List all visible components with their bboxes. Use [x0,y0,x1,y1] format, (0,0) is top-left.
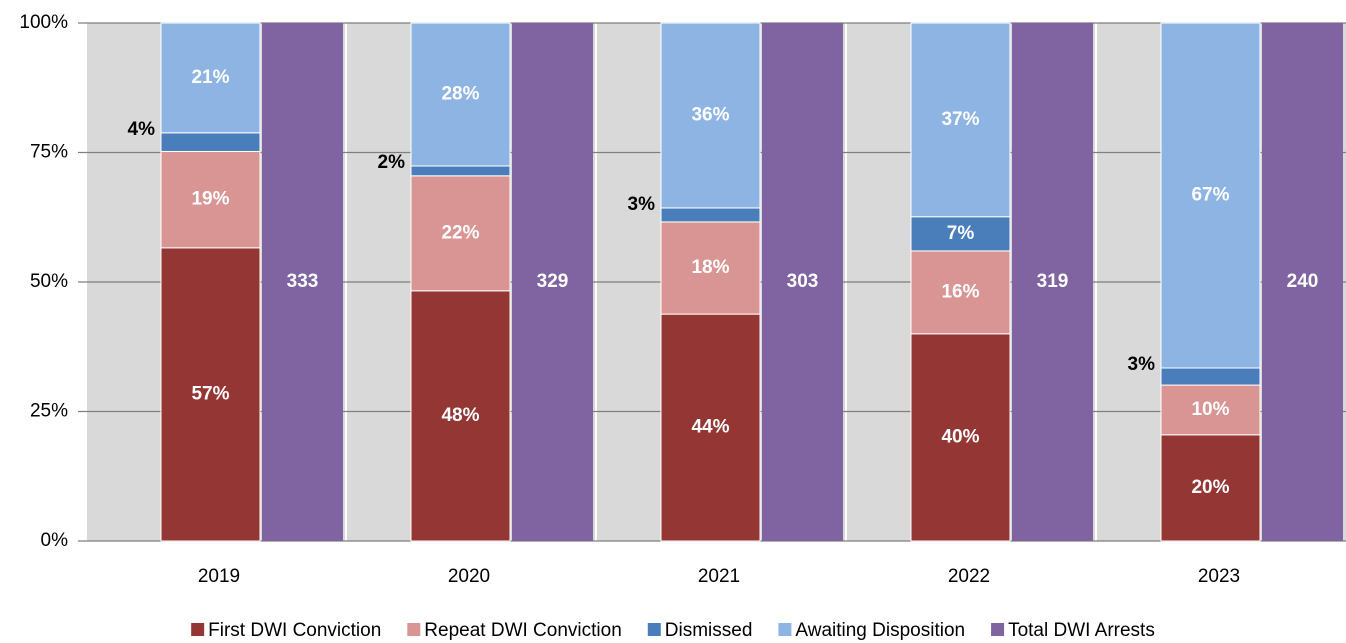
total-bar [1012,23,1093,541]
value-label: 44% [691,417,729,438]
bar-segment [160,247,261,542]
legend-label: Awaiting Disposition [795,620,965,641]
total-label: 303 [787,271,819,292]
bar-segment [1160,367,1261,386]
total-bar [262,23,343,541]
x-tick-label: 2022 [948,566,990,587]
legend-swatch [647,623,661,636]
bar-segment [1160,384,1261,436]
y-tick-label: 0% [41,530,69,551]
legend-label: Total DWI Arrests [1008,620,1155,641]
bar-segment [910,333,1011,542]
value-label: 28% [441,83,479,104]
value-label: 3% [1128,354,1156,375]
value-label: 48% [441,405,479,426]
bar-segment [410,22,511,167]
total-bar [512,23,593,541]
total-label: 333 [287,271,319,292]
value-label: 37% [941,109,979,130]
y-tick-label: 100% [19,12,68,33]
value-label: 57% [191,383,229,404]
total-label: 319 [1037,271,1069,292]
legend-label: First DWI Conviction [208,620,381,641]
value-label: 2% [378,152,406,173]
value-label: 7% [947,223,975,244]
value-label: 67% [1191,185,1229,206]
x-tick-label: 2021 [698,566,740,587]
y-tick-label: 25% [30,401,68,422]
bar-segment [1160,434,1261,542]
bar-segment [160,132,261,152]
bar-segment [410,165,511,177]
value-label: 36% [691,104,729,125]
bar-segment [910,22,1011,218]
bar-segment [660,221,761,315]
bar-segment [660,22,761,209]
bar-segment [410,290,511,542]
total-bar [1262,23,1343,541]
value-label: 16% [941,281,979,302]
x-tick-label: 2023 [1198,566,1240,587]
value-label: 19% [191,189,229,210]
total-label: 329 [537,271,569,292]
bar-segment [660,313,761,542]
bar-segment [410,175,511,292]
x-tick-label: 2019 [198,566,240,587]
value-label: 20% [1191,477,1229,498]
legend-swatch [191,623,205,636]
value-label: 10% [1191,399,1229,420]
y-tick-label: 75% [30,142,68,163]
total-label: 240 [1287,271,1319,292]
bar-segment [660,207,761,223]
legend-label: Repeat DWI Conviction [424,620,621,641]
x-tick-label: 2020 [448,566,490,587]
value-label: 22% [441,222,479,243]
legend-label: Dismissed [665,620,753,641]
value-label: 3% [628,194,656,215]
bar-segment [1160,22,1261,369]
legend-swatch [778,623,792,636]
value-label: 40% [941,426,979,447]
legend-swatch [407,623,421,636]
bar-segment [160,22,261,134]
value-label: 4% [128,119,156,140]
legend-swatch [991,623,1005,636]
total-bar [762,23,843,541]
value-label: 21% [191,67,229,88]
bar-segment [160,150,261,249]
y-tick-label: 50% [30,271,68,292]
value-label: 18% [691,257,729,278]
